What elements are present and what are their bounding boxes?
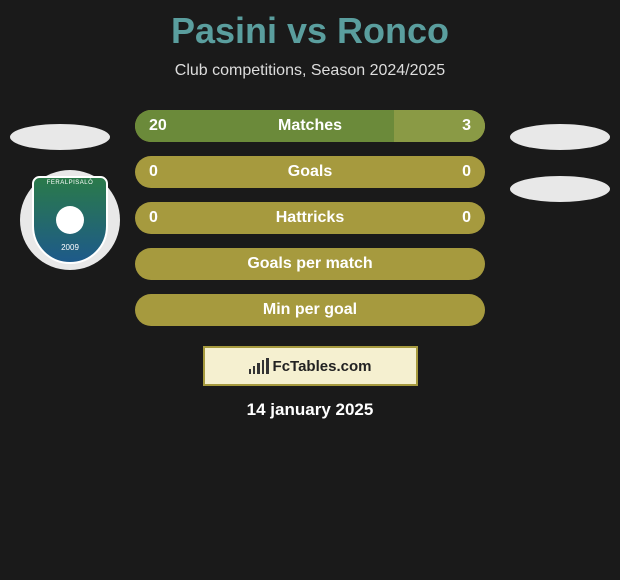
club-badge: FERALPISALÒ 2009 [32,176,108,264]
stat-label: Goals [135,156,485,188]
wm-bar [253,366,255,374]
stat-value-right: 3 [462,110,471,142]
player-left-placeholder [10,124,110,150]
badge-year: 2009 [34,243,106,252]
comparison-container: Pasini vs Ronco Club competitions, Seaso… [0,0,620,430]
wm-bar [257,363,259,374]
chart-icon [249,358,269,374]
date-label: 14 january 2025 [0,400,620,420]
stat-row: Hattricks0 0 [135,202,485,234]
watermark[interactable]: FcTables.com [203,346,418,386]
stat-value-left: 0 [149,202,158,234]
team-logo-left: FERALPISALÒ 2009 [20,170,120,270]
stat-value-right: 0 [462,156,471,188]
page-subtitle: Club competitions, Season 2024/2025 [0,62,620,80]
stat-label: Matches [135,110,485,142]
badge-name: FERALPISALÒ [34,180,106,186]
stat-label: Min per goal [135,294,485,326]
stat-row: Matches20 3 [135,110,485,142]
stat-label: Hattricks [135,202,485,234]
wm-bar [266,358,268,374]
stat-row: Min per goal [135,294,485,326]
stat-value-left: 0 [149,156,158,188]
wm-bar [262,360,264,374]
player-right-placeholder-1 [510,124,610,150]
player-right-placeholder-2 [510,176,610,202]
badge-ball-icon [56,206,84,234]
stat-row: Goals per match [135,248,485,280]
stat-label: Goals per match [135,248,485,280]
watermark-text: FcTables.com [273,358,372,375]
stat-row: Goals0 0 [135,156,485,188]
wm-bar [249,369,251,374]
stat-value-left: 20 [149,110,167,142]
stat-value-right: 0 [462,202,471,234]
page-title: Pasini vs Ronco [0,10,620,52]
